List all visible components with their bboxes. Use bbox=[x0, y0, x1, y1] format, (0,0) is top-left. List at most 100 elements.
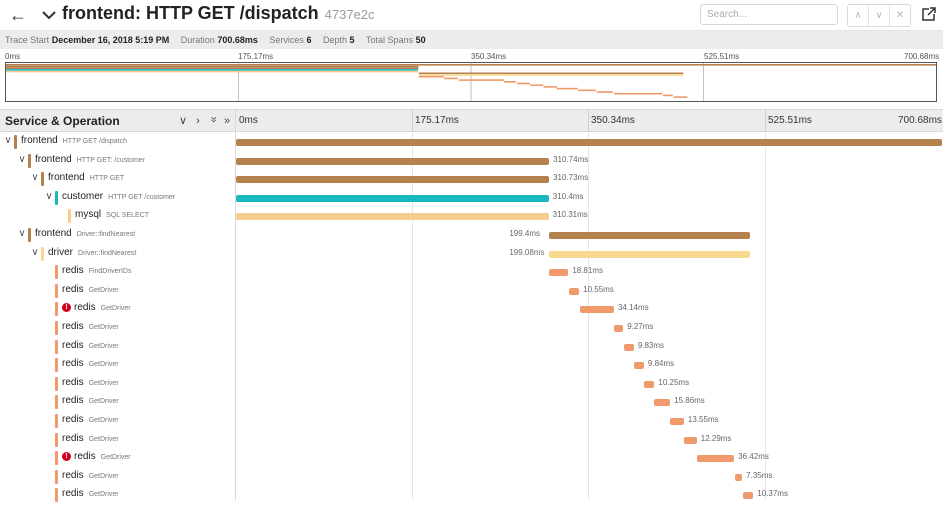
span-bar[interactable] bbox=[697, 455, 735, 463]
span-label: redis FindDriverIDs bbox=[62, 265, 131, 276]
span-bar[interactable] bbox=[549, 269, 569, 277]
expand-toggle-icon[interactable]: ∨ bbox=[31, 172, 39, 184]
span-bar[interactable] bbox=[236, 213, 549, 221]
trace-summary: Trace Start December 16, 2018 5:19 PM Du… bbox=[0, 31, 943, 49]
span-name-cell[interactable]: ∨ frontend HTTP GET /dispatch bbox=[0, 133, 235, 152]
span-bar[interactable] bbox=[236, 157, 550, 165]
span-label: redis GetDriver bbox=[62, 488, 119, 499]
span-name-cell[interactable]: redis GetDriver bbox=[0, 319, 235, 338]
span-row[interactable]: mysql SQL SELECT 310.31ms bbox=[0, 207, 943, 226]
expand-toggle-icon[interactable]: ∨ bbox=[18, 153, 26, 165]
span-row[interactable]: redis GetDriver 9.27ms bbox=[0, 319, 943, 338]
service-name: redis bbox=[74, 302, 96, 314]
span-name-cell[interactable]: redis GetDriver bbox=[0, 356, 235, 375]
span-row[interactable]: ∨ frontend HTTP GET 310.73ms bbox=[0, 170, 943, 189]
chevron-down-icon[interactable] bbox=[41, 5, 57, 25]
span-bar[interactable] bbox=[549, 232, 751, 239]
span-row[interactable]: redis GetDriver 15.86ms bbox=[0, 393, 943, 412]
span-name-cell[interactable]: redis GetDriver bbox=[0, 338, 235, 357]
span-name-cell[interactable]: redis FindDriverIDs bbox=[0, 263, 235, 282]
expand-toggle-icon[interactable]: ∨ bbox=[4, 135, 12, 146]
span-name-cell[interactable]: ∨ driver Driver::findNearest bbox=[0, 245, 235, 264]
clear-search-button[interactable]: ✕ bbox=[895, 10, 905, 21]
span-name-cell[interactable]: ! redis GetDriver bbox=[0, 300, 235, 319]
expand-one-icon[interactable]: › bbox=[196, 115, 203, 127]
span-row[interactable]: redis GetDriver 9.83ms bbox=[0, 338, 943, 357]
service-color-marker bbox=[55, 339, 58, 354]
span-name-cell[interactable]: redis GetDriver bbox=[0, 468, 235, 487]
expand-all-icon[interactable]: » bbox=[224, 115, 234, 127]
column-splitter[interactable] bbox=[235, 109, 236, 500]
trace-minimap[interactable] bbox=[5, 62, 937, 102]
span-bar[interactable] bbox=[613, 325, 624, 332]
span-bar[interactable] bbox=[734, 473, 743, 481]
span-bar[interactable] bbox=[549, 250, 750, 258]
span-bar[interactable] bbox=[568, 287, 580, 295]
error-icon: ! bbox=[62, 303, 71, 313]
expand-toggle-icon[interactable]: ∨ bbox=[31, 246, 39, 258]
span-bar[interactable] bbox=[236, 176, 550, 184]
span-bar[interactable] bbox=[623, 343, 634, 351]
collapse-one-icon[interactable]: ∨ bbox=[179, 115, 191, 127]
span-row[interactable]: redis GetDriver 7.35ms bbox=[0, 468, 943, 487]
span-row[interactable]: redis GetDriver 13.55ms bbox=[0, 412, 943, 431]
span-row[interactable]: ! redis GetDriver 36.42ms bbox=[0, 449, 943, 468]
span-row[interactable]: redis GetDriver 12.29ms bbox=[0, 431, 943, 450]
expand-toggle-icon[interactable]: ∨ bbox=[45, 190, 53, 202]
span-name-cell[interactable]: redis GetDriver bbox=[0, 282, 235, 301]
span-row[interactable]: redis GetDriver 10.37ms bbox=[0, 486, 943, 505]
external-link-icon[interactable] bbox=[921, 6, 937, 22]
span-name-cell[interactable]: mysql SQL SELECT bbox=[0, 207, 235, 226]
depth-value: 5 bbox=[349, 35, 355, 45]
span-row[interactable]: redis GetDriver 10.55ms bbox=[0, 282, 943, 301]
minimap-span bbox=[556, 87, 578, 90]
span-name-cell[interactable]: ∨ frontend Driver::findNearest bbox=[0, 226, 235, 245]
back-arrow-icon[interactable]: ← bbox=[9, 5, 27, 25]
expand-toggle-icon[interactable]: ∨ bbox=[18, 228, 26, 239]
search-input[interactable] bbox=[700, 4, 838, 25]
span-name-cell[interactable]: ∨ frontend HTTP GET bbox=[0, 170, 235, 189]
span-name-cell[interactable]: ! redis GetDriver bbox=[0, 449, 235, 468]
span-row[interactable]: ∨ frontend HTTP GET /dispatch bbox=[0, 133, 943, 152]
minimap-span bbox=[517, 82, 531, 85]
span-row[interactable]: ∨ frontend HTTP GET: /customer 310.74ms bbox=[0, 152, 943, 171]
span-name-cell[interactable]: ∨ customer HTTP GET /customer bbox=[0, 189, 235, 208]
span-row[interactable]: redis GetDriver 10.25ms bbox=[0, 375, 943, 394]
span-bar[interactable] bbox=[236, 139, 942, 146]
operation-name: GetDriver bbox=[100, 454, 131, 462]
span-bar[interactable] bbox=[654, 399, 671, 407]
span-row[interactable]: ∨ frontend Driver::findNearest 199.4ms bbox=[0, 226, 943, 245]
span-bar[interactable] bbox=[644, 380, 655, 388]
next-match-button[interactable]: ∨ bbox=[869, 5, 890, 26]
span-name-cell[interactable]: redis GetDriver bbox=[0, 375, 235, 394]
prev-match-button[interactable]: ∧ bbox=[848, 5, 869, 26]
span-name-cell[interactable]: redis GetDriver bbox=[0, 486, 235, 505]
operation-name: GetDriver bbox=[88, 435, 119, 443]
service-color-marker bbox=[55, 190, 58, 205]
span-bar[interactable] bbox=[742, 492, 754, 500]
span-name-cell[interactable]: redis GetDriver bbox=[0, 431, 235, 450]
span-bar[interactable] bbox=[670, 418, 684, 425]
operation-name: FindDriverIDs bbox=[88, 268, 132, 276]
span-duration: 310.31ms bbox=[552, 210, 588, 220]
span-bar[interactable] bbox=[684, 436, 697, 444]
collapse-all-icon[interactable]: » bbox=[207, 116, 220, 126]
minimap-span bbox=[6, 64, 936, 66]
span-label: frontend HTTP GET bbox=[48, 172, 124, 183]
span-bar[interactable] bbox=[579, 306, 614, 314]
span-bar[interactable] bbox=[236, 194, 549, 202]
span-label: frontend HTTP GET /dispatch bbox=[21, 135, 127, 146]
span-row[interactable]: redis GetDriver 9.84ms bbox=[0, 356, 943, 375]
span-duration: 18.81ms bbox=[572, 266, 603, 276]
span-name-cell[interactable]: redis GetDriver bbox=[0, 393, 235, 412]
service-color-marker bbox=[55, 488, 58, 503]
span-row[interactable]: redis FindDriverIDs 18.81ms bbox=[0, 263, 943, 282]
duration-label: Duration bbox=[180, 35, 215, 45]
span-name-cell[interactable]: redis GetDriver bbox=[0, 412, 235, 431]
span-row[interactable]: ∨ customer HTTP GET /customer 310.4ms bbox=[0, 189, 943, 208]
span-row[interactable]: ! redis GetDriver 34.14ms bbox=[0, 300, 943, 319]
span-name-cell[interactable]: ∨ frontend HTTP GET: /customer bbox=[0, 152, 235, 171]
service-color-marker bbox=[41, 246, 44, 261]
span-bar[interactable] bbox=[633, 362, 644, 370]
span-row[interactable]: ∨ driver Driver::findNearest 199.08ms bbox=[0, 245, 943, 264]
